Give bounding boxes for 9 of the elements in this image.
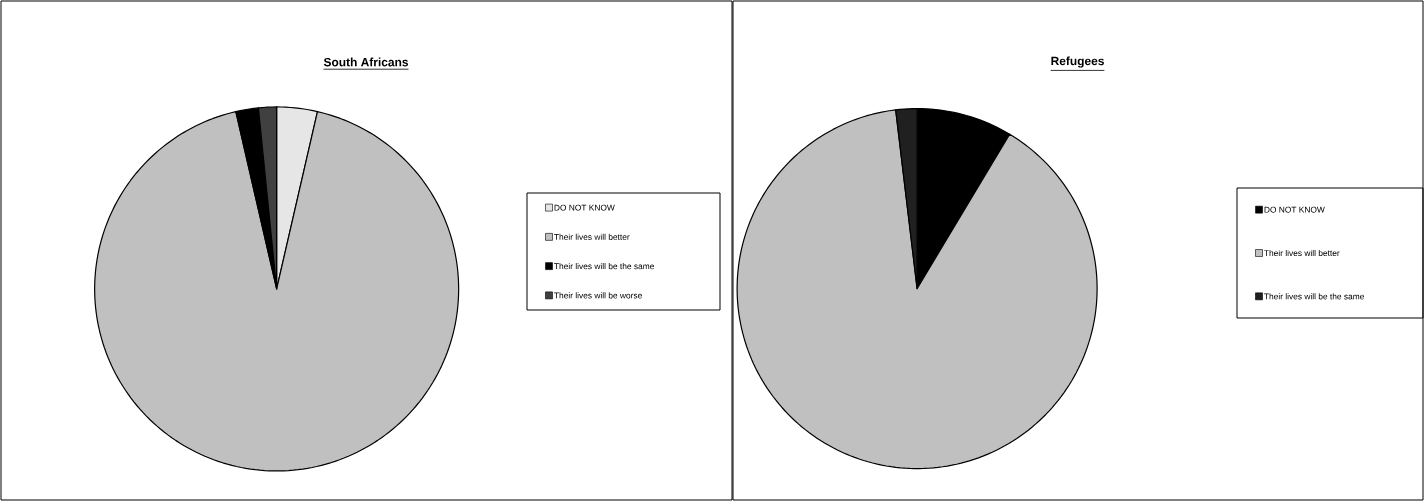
legend-label: DO NOT KNOW — [1264, 206, 1325, 213]
legend-label: Their lives will be worse — [554, 292, 642, 299]
chart-title: Refugees — [1051, 56, 1104, 68]
chart-title: South Africans — [323, 57, 409, 67]
legend-label: DO NOT KNOW — [554, 204, 615, 211]
legend-label: Their lives will better — [1264, 249, 1340, 257]
legend-label: Their lives will be the same — [1264, 293, 1364, 300]
legend-label: Their lives will be the same — [554, 263, 654, 270]
legend-label: Their lives will better — [554, 233, 630, 240]
